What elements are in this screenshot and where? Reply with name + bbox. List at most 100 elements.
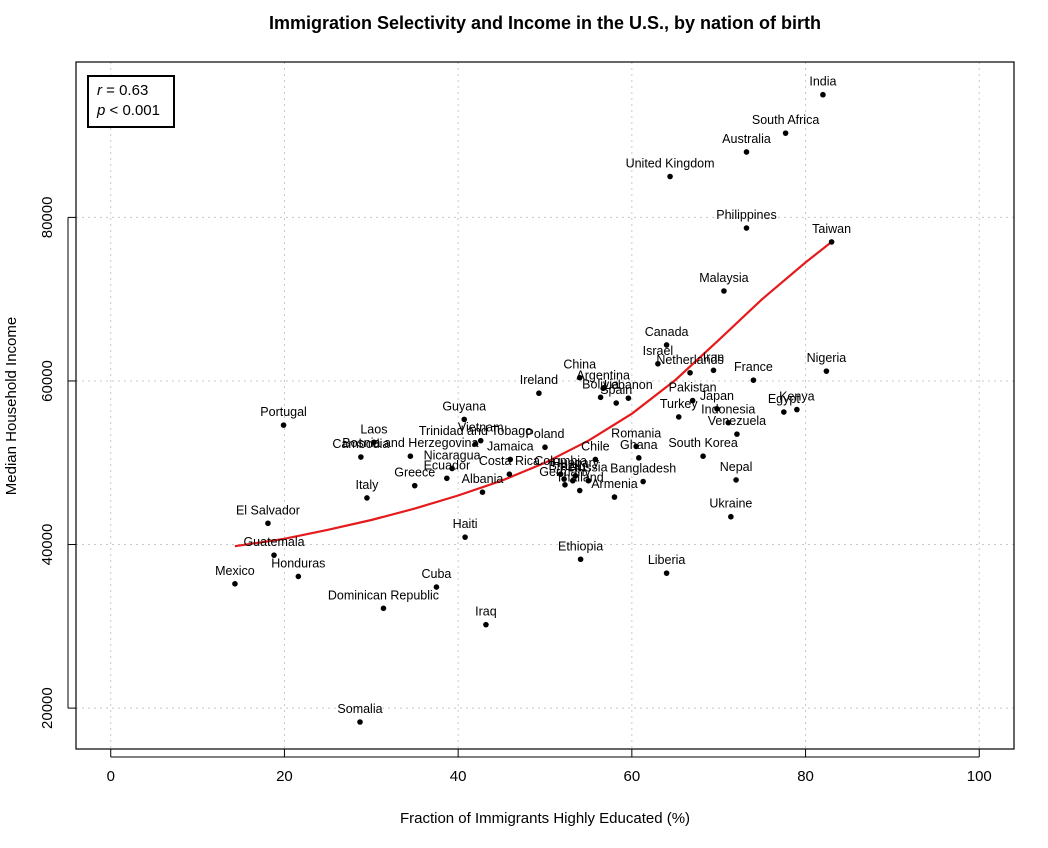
point-label: Ghana — [620, 438, 658, 452]
point-label: France — [734, 360, 773, 374]
point-label: Argentina — [576, 368, 630, 382]
data-point-south-africa: South Africa — [752, 113, 819, 136]
point-label: Laos — [360, 422, 387, 436]
data-point-vietnam: Vietnam — [458, 421, 504, 444]
data-point-dominican-republic: Dominican Republic — [328, 588, 439, 612]
point-marker — [728, 513, 734, 520]
point-marker — [725, 419, 732, 426]
point-label: Pakistan — [669, 381, 717, 395]
data-point-liberia: Liberia — [648, 553, 685, 576]
y-tick-label: 20000 — [39, 687, 56, 729]
data-point-lebanon: Lebanon — [604, 378, 653, 401]
data-point-egypt: Egypt — [768, 392, 800, 415]
point-label: Egypt — [768, 392, 800, 406]
data-point-philippines: Philippines — [716, 208, 777, 231]
point-label: Taiwan — [812, 222, 851, 236]
point-marker — [689, 397, 696, 404]
point-marker — [472, 441, 479, 447]
data-point-greece: Greece — [394, 466, 435, 489]
point-marker — [536, 390, 542, 397]
data-point-indonesia: Indonesia — [701, 403, 755, 426]
chart-title: Immigration Selectivity and Income in th… — [269, 13, 821, 33]
data-point-bosnia-and-herzegovina: Bosnia and Herzegovina — [342, 436, 479, 460]
point-label: Brazil — [548, 459, 579, 473]
point-label: Portugal — [260, 405, 307, 419]
point-label: Ukraine — [709, 497, 752, 511]
point-label: Bosnia and Herzegovina — [342, 436, 478, 450]
point-marker — [823, 368, 830, 374]
axis-ticks: 0 20 40 60 80 100 20000 40000 60000 80000 — [39, 197, 992, 785]
stats-p-symbol: p — [96, 102, 105, 119]
point-marker — [358, 454, 364, 460]
point-marker — [655, 360, 661, 367]
point-label: Australia — [722, 132, 771, 146]
data-point-brazil: Brazil — [548, 459, 580, 482]
point-marker — [636, 455, 642, 461]
point-label: Nigeria — [807, 351, 847, 365]
point-marker — [561, 476, 567, 482]
point-label: India — [809, 75, 836, 89]
point-marker — [271, 552, 277, 558]
point-marker — [295, 573, 302, 580]
point-label: Ecuador — [424, 458, 471, 472]
data-point-south-korea: South Korea — [668, 436, 738, 460]
plot-frame — [75, 61, 1015, 750]
y-tick-label: 80000 — [39, 197, 56, 239]
point-marker — [562, 482, 568, 488]
point-marker — [700, 453, 706, 460]
point-marker — [265, 520, 271, 527]
data-point-albania: Albania — [462, 472, 503, 495]
x-tick-label: 60 — [624, 768, 641, 785]
point-label: Romania — [611, 426, 661, 440]
point-marker — [710, 367, 717, 374]
point-label: Italy — [355, 478, 379, 492]
point-label: Indonesia — [701, 403, 755, 417]
point-marker — [820, 91, 826, 98]
point-label: Cuba — [421, 567, 451, 581]
x-tick-label: 100 — [967, 768, 992, 785]
data-point-germany: Germany — [539, 465, 591, 488]
point-label: Netherlands — [656, 353, 723, 367]
point-marker — [585, 477, 592, 484]
point-marker — [380, 605, 387, 612]
data-point-colombia: Colombia — [534, 454, 587, 478]
point-marker — [462, 534, 468, 540]
data-point-nigeria: Nigeria — [807, 351, 847, 374]
point-label: Hungary — [552, 456, 600, 470]
point-label: Germany — [539, 465, 591, 479]
data-point-taiwan: Taiwan — [812, 222, 851, 245]
point-marker — [461, 416, 468, 423]
point-label: Trinidad and Tobago — [419, 424, 532, 438]
data-point-netherlands: Netherlands — [656, 353, 724, 376]
point-label: Colombia — [534, 454, 587, 468]
point-marker — [477, 437, 484, 444]
data-point-mexico: Mexico — [215, 564, 255, 587]
point-label: Japan — [700, 389, 734, 403]
data-point-peru: Peru — [560, 461, 586, 484]
point-marker — [577, 556, 584, 563]
point-label: Ireland — [520, 373, 558, 387]
point-label: Honduras — [271, 556, 325, 570]
stats-r-symbol: r — [97, 82, 103, 99]
data-point-ethiopia: Ethiopia — [558, 539, 603, 563]
data-point-iraq: Iraq — [475, 605, 497, 628]
point-marker — [781, 409, 787, 415]
point-marker — [280, 422, 287, 428]
point-marker — [364, 495, 370, 501]
point-label: Vietnam — [458, 421, 504, 435]
data-point-argentina: Argentina — [576, 368, 630, 392]
data-point-united-kingdom: United Kingdom — [626, 157, 715, 180]
point-label: Somalia — [337, 702, 382, 716]
point-marker — [750, 377, 757, 383]
point-label: Lebanon — [604, 378, 653, 392]
data-point-hungary: Hungary — [552, 456, 600, 479]
data-point-ireland: Ireland — [520, 373, 558, 397]
point-marker — [663, 342, 670, 348]
point-marker — [782, 130, 789, 136]
point-label: Iraq — [475, 605, 497, 619]
data-point-haiti: Haiti — [453, 517, 478, 540]
data-point-canada: Canada — [645, 325, 689, 348]
data-point-nicaragua: Nicaragua — [424, 448, 481, 472]
point-label: Mexico — [215, 564, 255, 578]
stats-r: r = 0.63 — [97, 82, 148, 99]
